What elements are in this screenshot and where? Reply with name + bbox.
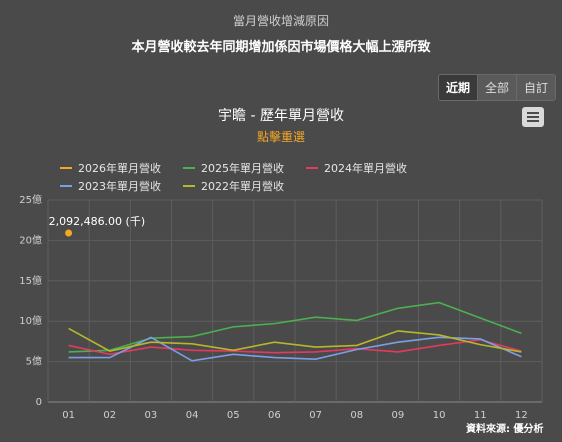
- revenue-change-reason-label: 當月營收增減原因: [232, 14, 329, 28]
- legend-swatch: [183, 167, 195, 169]
- legend-swatch: [60, 185, 72, 187]
- x-tick-label: 07: [309, 410, 322, 421]
- y-tick-label: 5億: [26, 355, 42, 368]
- range-tab-group: 近期 全部 自訂: [438, 74, 557, 101]
- x-tick-label: 12: [515, 410, 528, 421]
- legend-item-2025[interactable]: 2025年單月營收: [183, 160, 284, 176]
- x-tick-label: 02: [103, 410, 116, 421]
- revenue-change-reason-text: 本月營收較去年同期增加係因市場價格大幅上漲所致: [131, 40, 431, 55]
- hamburger-icon-bar: [527, 120, 539, 122]
- series-line-2023年單月營收: [68, 336, 522, 362]
- legend-item-2026[interactable]: 2026年單月營收: [60, 160, 161, 176]
- chart-title: 宇瞻 - 歷年單月營收: [218, 108, 344, 124]
- chart-legend: 2026年單月營收 2025年單月營收 2024年單月營收 2023年單月營收 …: [60, 160, 530, 194]
- hamburger-icon-bar: [527, 116, 539, 118]
- y-tick-label: 0: [36, 397, 42, 408]
- y-tick-label: 15億: [19, 274, 42, 287]
- legend-item-2022[interactable]: 2022年單月營收: [183, 178, 284, 194]
- hamburger-icon: [527, 112, 539, 114]
- series-line-2022年單月營收: [68, 327, 522, 353]
- x-tick-label: 03: [145, 410, 158, 421]
- legend-label: 2023年單月營收: [78, 180, 161, 193]
- range-tab-all[interactable]: 全部: [477, 75, 517, 100]
- legend-swatch: [183, 185, 195, 187]
- data-source-label: 資料來源: 優分析: [466, 424, 544, 435]
- legend-item-2023[interactable]: 2023年單月營收: [60, 178, 161, 194]
- range-tab-custom[interactable]: 自訂: [516, 75, 556, 100]
- x-tick-label: 08: [350, 410, 363, 421]
- reselect-link[interactable]: 點擊重選: [256, 130, 305, 144]
- x-tick-label: 11: [474, 410, 487, 421]
- x-tick-label: 01: [62, 410, 75, 421]
- legend-label: 2026年單月營收: [78, 162, 161, 175]
- data-point-2026年單月營收: [65, 229, 73, 237]
- data-label: 2,092,486.00 (千): [49, 215, 146, 228]
- legend-item-2024[interactable]: 2024年單月營收: [306, 160, 407, 176]
- range-tab-recent[interactable]: 近期: [439, 75, 478, 100]
- legend-label: 2024年單月營收: [324, 162, 407, 175]
- x-tick-label: 05: [227, 410, 240, 421]
- x-tick-label: 10: [433, 410, 446, 421]
- legend-swatch: [306, 167, 318, 169]
- legend-label: 2025年單月營收: [201, 162, 284, 175]
- x-tick-label: 09: [392, 410, 405, 421]
- series-line-2024年單月營收: [68, 338, 522, 356]
- y-tick-label: 10億: [19, 314, 42, 327]
- x-tick-label: 06: [268, 410, 281, 421]
- legend-label: 2022年單月營收: [201, 180, 284, 193]
- chart-menu-button[interactable]: [522, 107, 544, 127]
- y-tick-label: 25億: [19, 193, 42, 206]
- legend-swatch: [60, 167, 72, 169]
- x-tick-label: 04: [186, 410, 199, 421]
- y-tick-label: 20億: [19, 233, 42, 246]
